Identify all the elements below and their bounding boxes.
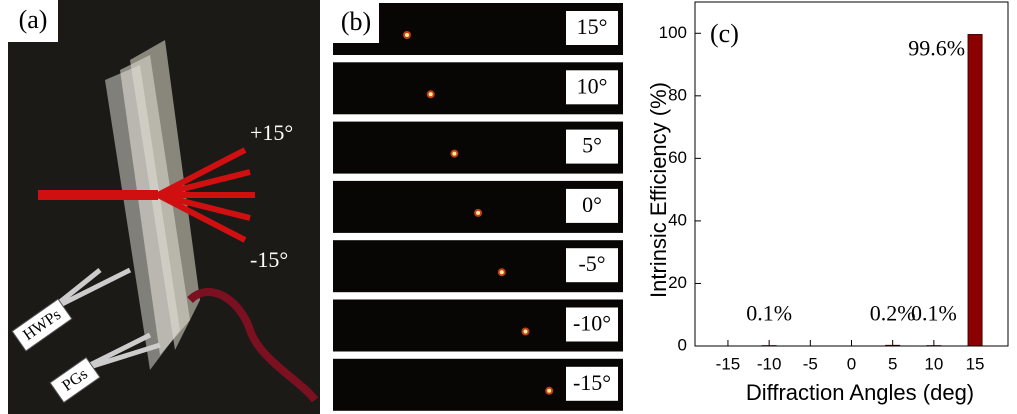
input-beam <box>38 190 158 200</box>
panel-a: (a) +15° -15° HWPs PGs <box>8 0 320 414</box>
x-tick-label: 15 <box>966 354 985 373</box>
value-label: 0.2% <box>870 300 916 325</box>
bar <box>968 35 982 346</box>
x-axis-label: Diffraction Angles (deg) <box>746 380 974 405</box>
figure: (a) +15° -15° HWPs PGs 15° 10° 5° 0° -5° -10°… <box>0 0 1017 414</box>
spot <box>500 270 504 274</box>
x-tick-label: -15 <box>716 354 741 373</box>
frame-label: -5° <box>578 251 605 276</box>
panel-label: (a) <box>19 5 48 34</box>
x-tick-label: 0 <box>847 354 856 373</box>
y-tick-label: 0 <box>678 335 687 354</box>
frame-label: 5° <box>582 133 602 158</box>
annotation: +15° <box>250 120 293 145</box>
value-label: 99.6% <box>908 36 965 61</box>
y-tick-label: 60 <box>668 148 687 167</box>
spot <box>524 330 528 334</box>
spot <box>429 92 433 96</box>
page: (a) +15° -15° HWPs PGs 15° 10° 5° 0° -5° -10°… <box>0 0 1017 414</box>
panel-label: (c) <box>710 19 739 48</box>
frame-label: 10° <box>577 73 608 98</box>
x-tick-label: 10 <box>924 354 943 373</box>
spot <box>452 152 456 156</box>
y-tick-label: 100 <box>659 23 687 42</box>
y-axis-label: Intrinsic Efficiency (%) <box>646 82 671 298</box>
panel-b: 15° 10° 5° 0° -5° -10° -15° (b) <box>333 3 623 411</box>
frame-label: -10° <box>573 311 611 336</box>
annotation: -15° <box>250 247 288 272</box>
x-tick-label: -10 <box>757 354 782 373</box>
x-tick-label: 5 <box>888 354 897 373</box>
panel-label: (b) <box>341 7 371 36</box>
frame-label: -15° <box>573 370 611 395</box>
y-tick-label: 80 <box>668 85 687 104</box>
spot <box>405 33 409 37</box>
spot <box>476 211 480 215</box>
value-label: 0.1% <box>746 301 792 326</box>
value-label: 0.1% <box>911 301 957 326</box>
y-tick-label: 20 <box>668 273 687 292</box>
spot <box>547 389 551 393</box>
frame-label: 15° <box>577 14 608 39</box>
frame-label: 0° <box>582 192 602 217</box>
x-tick-label: -5 <box>803 354 818 373</box>
y-tick-label: 40 <box>668 210 687 229</box>
